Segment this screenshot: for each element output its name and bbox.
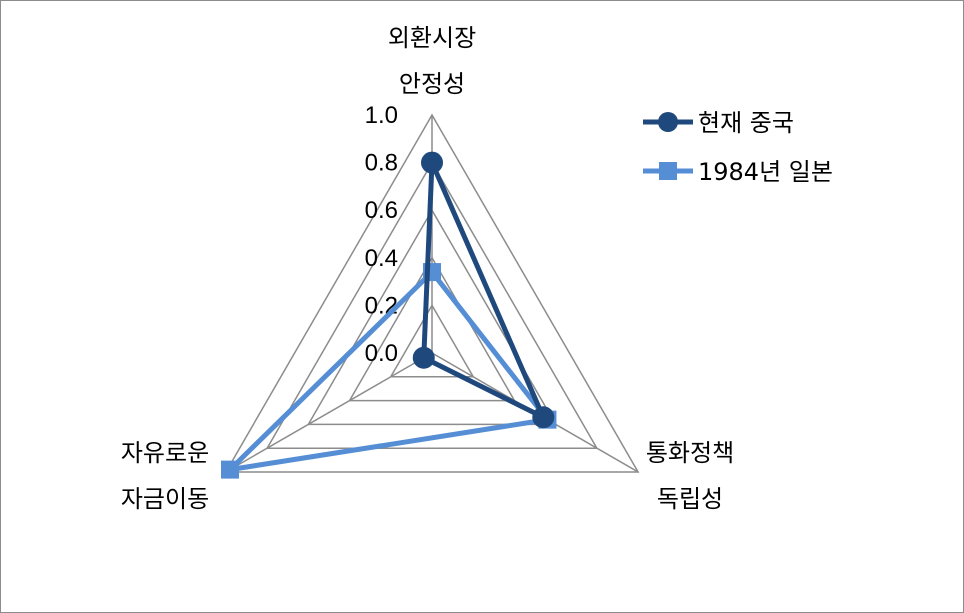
grid-ring [348, 256, 516, 402]
data-point [221, 460, 240, 479]
legend: 현재 중국 1984년 일본 [643, 109, 833, 186]
legend-label: 1984년 일본 [698, 158, 833, 186]
grid-ring [389, 303, 475, 378]
radial-tick-label: 1.0 [365, 102, 398, 129]
axis-label-line: 안정성 [399, 70, 465, 98]
series-line [227, 269, 550, 473]
legend-marker [658, 112, 678, 132]
data-point [421, 151, 443, 174]
legend-marker [659, 162, 677, 180]
radial-tick-label: 0.6 [365, 197, 398, 224]
radar-grid [224, 113, 640, 473]
axis-label-line: 통화정책 [646, 439, 734, 467]
radial-tick-label: 0.8 [365, 150, 398, 177]
series-line [421, 160, 546, 420]
legend-item: 현재 중국 [643, 109, 794, 137]
axis-label-line: 자유로운 [121, 439, 209, 467]
grid-ring [224, 113, 640, 473]
series [412, 151, 555, 429]
radial-tick-labels: 0.0 0.2 0.4 0.6 0.8 1.0 [365, 102, 398, 367]
radial-tick-label: 0.4 [365, 245, 398, 272]
data-series [221, 151, 557, 479]
legend-item: 1984년 일본 [643, 158, 833, 186]
radial-tick-label: 0.0 [365, 340, 398, 367]
axis-label-line: 독립성 [657, 485, 723, 513]
grid-ring [307, 208, 557, 426]
data-point [412, 346, 435, 369]
data-point [532, 406, 555, 429]
radial-tick-label: 0.2 [365, 292, 398, 319]
axis-label-line: 자금이동 [121, 485, 209, 513]
axis-spoke [225, 352, 433, 473]
grid-ring [265, 161, 599, 449]
legend-label: 현재 중국 [698, 109, 794, 137]
axis-label-line: 외환시장 [388, 24, 476, 52]
